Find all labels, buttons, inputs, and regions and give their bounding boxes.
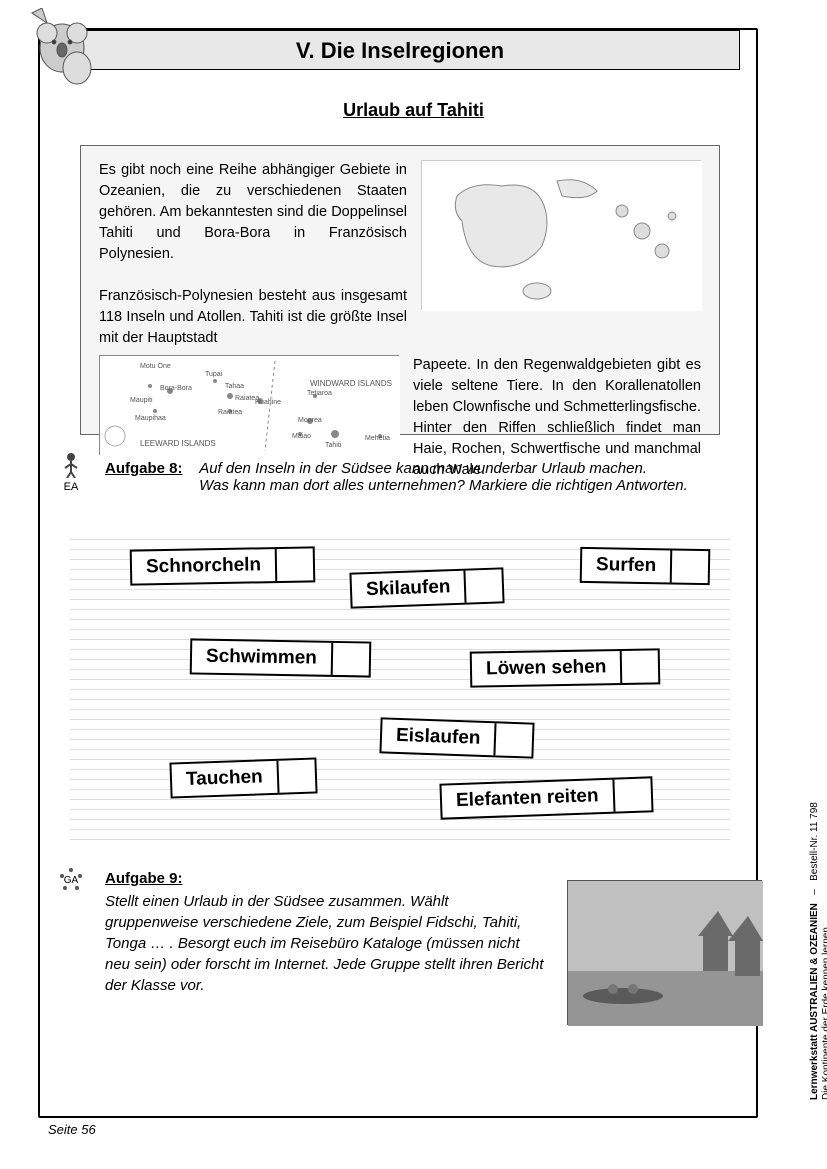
task9-mode-icon: GA [56,864,86,897]
page-subtitle: Urlaub auf Tahiti [0,100,827,121]
answer-area: Schnorcheln Skilaufen Surfen Schwimmen Löwen… [70,530,730,840]
intro-text-top: Es gibt noch eine Reihe abhängiger Gebie… [99,160,407,349]
task8-mode-icon: EA [56,452,86,493]
polynesia-detail-map: Motu One Bora-Bora Maupiti Maupihaa Tupa… [99,355,399,455]
answer-text: Eislaufen [381,719,497,755]
page-number: Seite 56 [48,1122,96,1137]
answer-option[interactable]: Skilaufen [349,567,505,608]
answer-text: Schwimmen [192,640,333,674]
answer-checkbox[interactable] [614,778,651,811]
answer-option[interactable]: Löwen sehen [470,648,661,687]
task9-photo [567,880,762,1025]
answer-text: Skilaufen [351,571,467,607]
side-credits: Lernwerkstatt AUSTRALIEN & OZEANIEN – Be… [809,720,827,1100]
svg-text:GA: GA [64,875,79,886]
answer-option[interactable]: Surfen [580,547,711,585]
answer-option[interactable]: Elefanten reiten [439,776,653,819]
chapter-title: V. Die Inselregionen [60,30,740,70]
answer-option[interactable]: Tauchen [169,757,317,798]
answer-checkbox[interactable] [466,569,503,602]
answer-checkbox[interactable] [496,723,533,756]
answer-checkbox[interactable] [278,760,315,793]
oceania-map [421,160,701,310]
answer-option[interactable]: Schnorcheln [130,546,316,585]
task9: Aufgabe 9: Stellt einen Urlaub in der Sü… [105,870,545,996]
answer-text: Schnorcheln [132,549,278,584]
task8: Aufgabe 8: Auf den Inseln in der Südsee … [105,460,725,494]
answer-text: Tauchen [171,761,279,797]
answer-text: Surfen [582,549,673,583]
answer-checkbox[interactable] [622,650,659,683]
answer-checkbox[interactable] [333,643,370,676]
answer-option[interactable]: Schwimmen [190,638,371,677]
task9-label: Aufgabe 9: [105,870,183,887]
answer-option[interactable]: Eislaufen [379,717,535,758]
koala-illustration [22,8,112,98]
intro-box: Es gibt noch eine Reihe abhängiger Gebie… [80,145,720,435]
task8-label: Aufgabe 8: [105,460,183,477]
answer-checkbox[interactable] [277,548,314,581]
answer-checkbox[interactable] [672,550,709,583]
answer-text: Elefanten reiten [442,780,616,818]
answer-text: Löwen sehen [472,651,623,686]
